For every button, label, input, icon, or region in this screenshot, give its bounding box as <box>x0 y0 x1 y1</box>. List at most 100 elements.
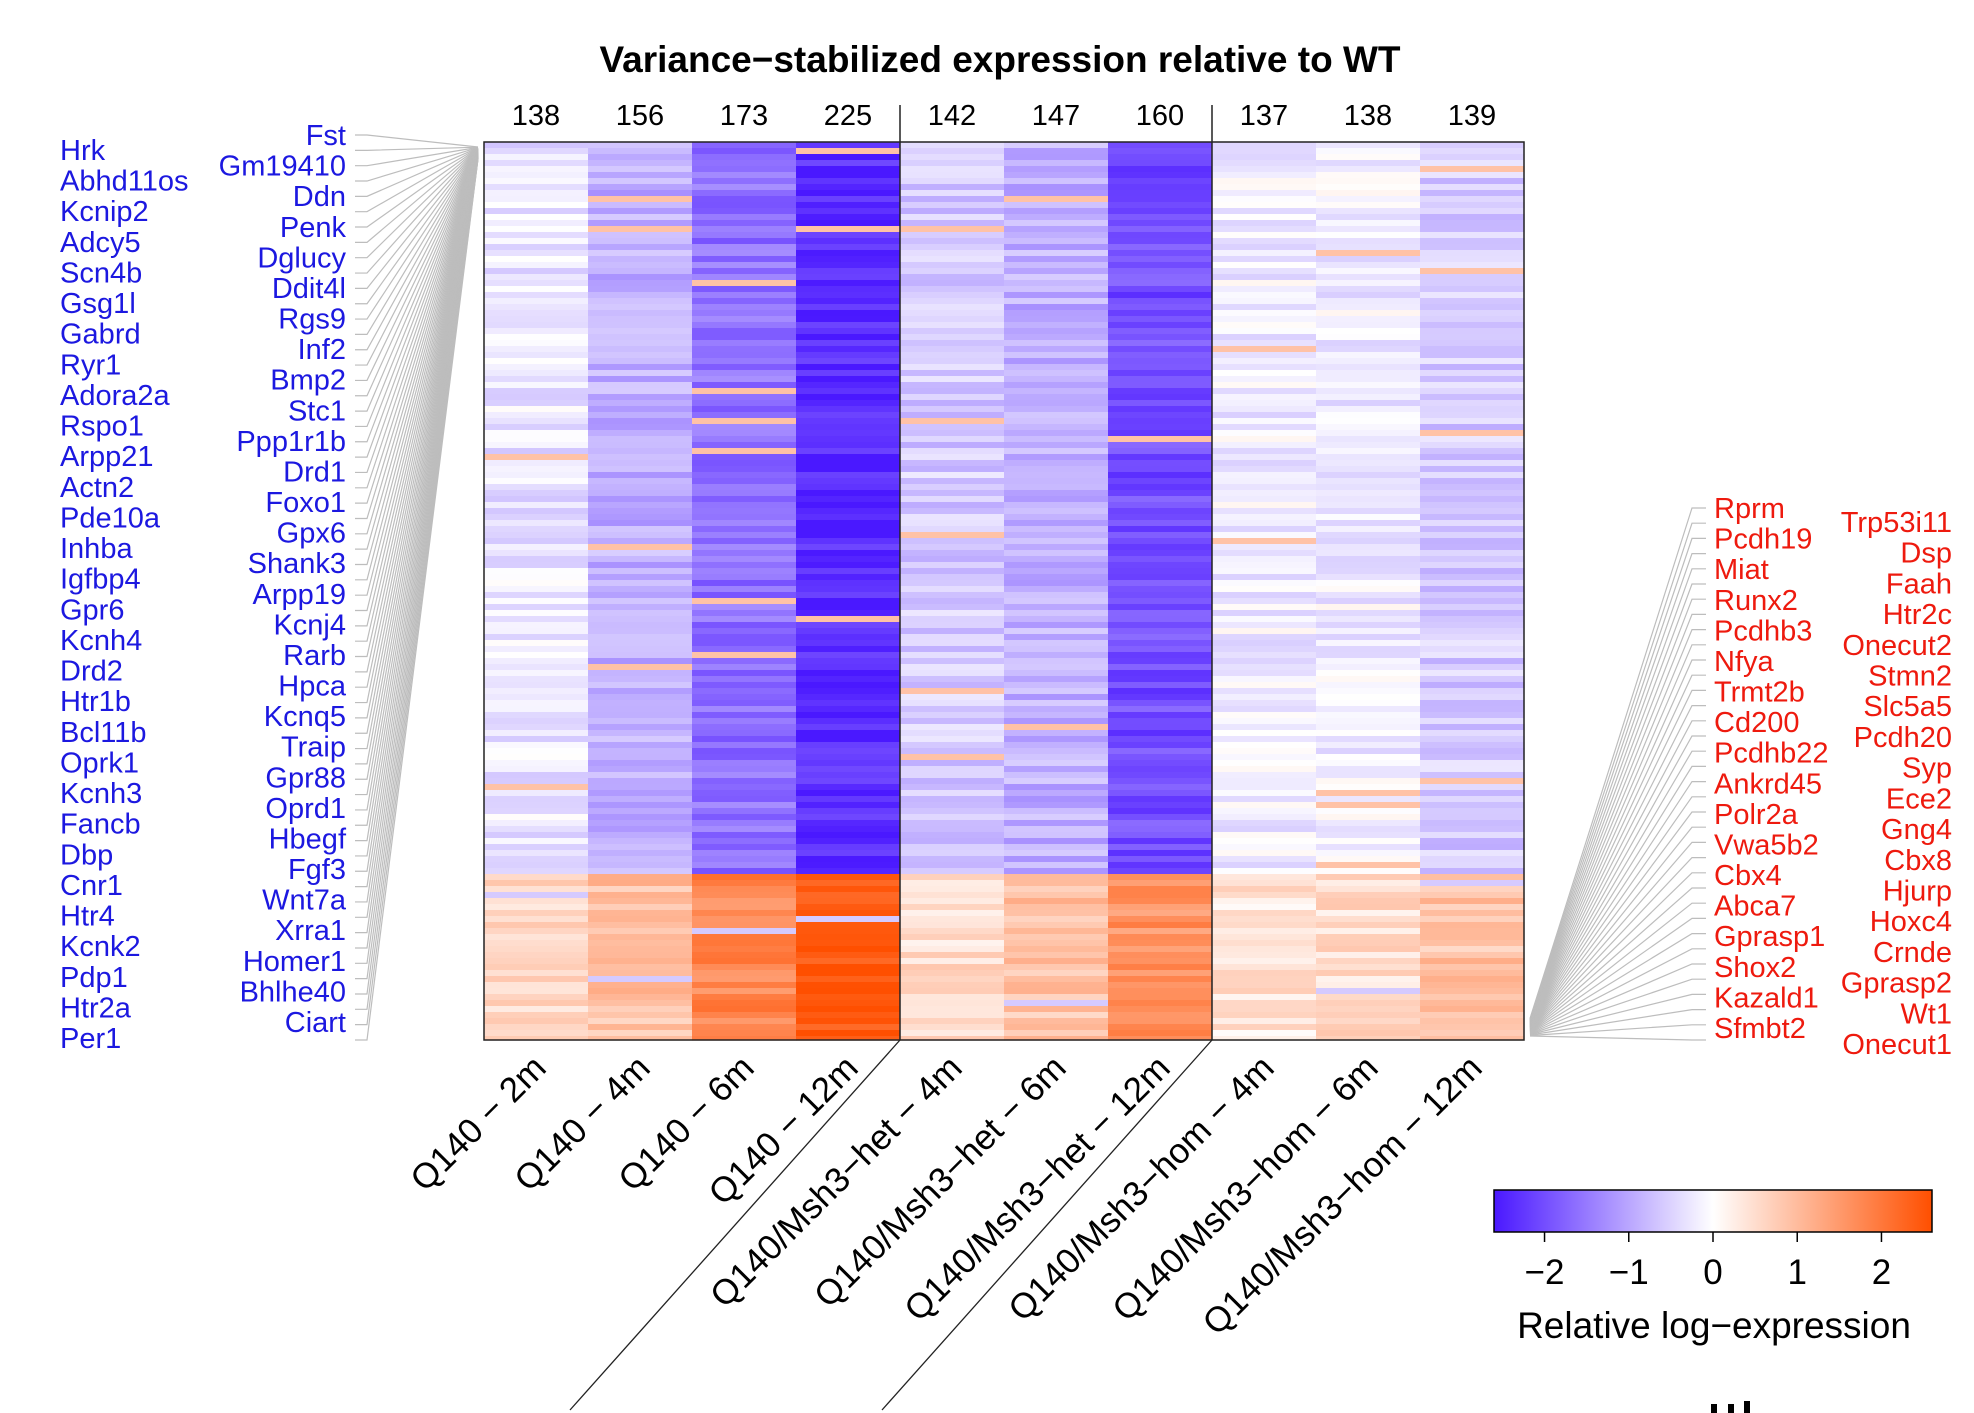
heatmap-cell <box>1420 658 1525 665</box>
heatmap-cells <box>484 142 1525 1041</box>
connector-line <box>355 158 479 995</box>
heatmap-cell <box>588 154 693 161</box>
heatmap-cell <box>692 400 797 407</box>
heatmap-cell <box>1316 970 1421 977</box>
heatmap-cell <box>900 952 1005 959</box>
heatmap-cell <box>1108 514 1213 521</box>
heatmap-cell <box>796 298 901 305</box>
heatmap-cell <box>1108 250 1213 257</box>
heatmap-cell <box>1108 778 1213 785</box>
heatmap-cell <box>588 604 693 611</box>
heatmap-cell <box>1004 946 1109 953</box>
heatmap-cell <box>588 928 693 935</box>
heatmap-cell <box>1108 994 1213 1001</box>
heatmap-cell <box>796 898 901 905</box>
heatmap-cell <box>692 616 797 623</box>
heatmap-cell <box>1004 916 1109 923</box>
gene-label: Cbx8 <box>1884 845 1952 877</box>
heatmap-cell <box>692 970 797 977</box>
heatmap-cell <box>692 694 797 701</box>
heatmap-cell <box>900 670 1005 677</box>
heatmap-cell <box>1420 958 1525 965</box>
heatmap-cell <box>692 154 797 161</box>
heatmap-cell <box>1212 556 1317 563</box>
heatmap-cell <box>1212 634 1317 641</box>
heatmap-cell <box>1420 610 1525 617</box>
heatmap-cell <box>1420 592 1525 599</box>
heatmap-cell <box>588 1018 693 1025</box>
heatmap-cell <box>900 166 1005 173</box>
heatmap-cell <box>692 880 797 887</box>
heatmap-cell <box>692 1018 797 1025</box>
heatmap-cell <box>692 466 797 473</box>
heatmap-cell <box>796 214 901 221</box>
heatmap-cell <box>588 556 693 563</box>
heatmap-cell <box>1004 820 1109 827</box>
heatmap-cell <box>692 784 797 791</box>
heatmap-cell <box>588 388 693 395</box>
heatmap-cell <box>1212 730 1317 737</box>
heatmap-cell <box>692 634 797 641</box>
heatmap-cell <box>1316 784 1421 791</box>
heatmap-cell <box>796 490 901 497</box>
heatmap-cell <box>1212 982 1317 989</box>
heatmap-cell <box>900 742 1005 749</box>
heatmap-cell <box>796 1000 901 1007</box>
heatmap-cell <box>692 478 797 485</box>
heatmap-cell <box>1108 640 1213 647</box>
heatmap-cell <box>1108 280 1213 287</box>
heatmap-cell <box>1420 460 1525 467</box>
heatmap-cell <box>484 712 589 719</box>
heatmap-cell <box>796 664 901 671</box>
heatmap-cell <box>484 166 589 173</box>
gene-label: Rarb <box>283 640 346 672</box>
heatmap-cell <box>1108 886 1213 893</box>
heatmap-cell <box>1212 292 1317 299</box>
heatmap-cell <box>692 556 797 563</box>
heatmap-cell <box>900 214 1005 221</box>
heatmap-cell <box>796 934 901 941</box>
heatmap-cell <box>588 334 693 341</box>
heatmap-cell <box>692 856 797 863</box>
heatmap-cell <box>796 154 901 161</box>
connector-line <box>1529 735 1706 1027</box>
heatmap-cell <box>1004 598 1109 605</box>
heatmap-cell <box>900 736 1005 743</box>
heatmap-cell <box>1212 790 1317 797</box>
heatmap-cell <box>1420 208 1525 215</box>
heatmap-cell <box>900 154 1005 161</box>
heatmap-cell <box>1004 310 1109 317</box>
heatmap-cell <box>1004 610 1109 617</box>
heatmap-cell <box>588 202 693 209</box>
heatmap-cell <box>484 466 589 473</box>
heatmap-cell <box>900 544 1005 551</box>
heatmap-cell <box>796 718 901 725</box>
heatmap-cell <box>1004 904 1109 911</box>
heatmap-cell <box>796 778 901 785</box>
heatmap-cell <box>484 760 589 767</box>
heatmap-cell <box>900 754 1005 761</box>
heatmap-cell <box>796 256 901 263</box>
heatmap-cell <box>1212 616 1317 623</box>
heatmap-cell <box>692 526 797 533</box>
heatmap-cell <box>1004 886 1109 893</box>
heatmap-cell <box>1212 1006 1317 1013</box>
heatmap-cell <box>1004 538 1109 545</box>
heatmap-cell <box>1420 622 1525 629</box>
heatmap-cell <box>484 382 589 389</box>
heatmap-cell <box>1316 196 1421 203</box>
heatmap-cell <box>1420 538 1525 545</box>
heatmap-cell <box>1316 844 1421 851</box>
heatmap-cell <box>1420 424 1525 431</box>
heatmap-cell <box>1420 796 1525 803</box>
heatmap-cell <box>1004 184 1109 191</box>
heatmap-cell <box>796 322 901 329</box>
heatmap-cell <box>1316 592 1421 599</box>
heatmap-cell <box>900 1024 1005 1031</box>
heatmap-cell <box>484 334 589 341</box>
heatmap-cell <box>900 880 1005 887</box>
heatmap-cell <box>1108 988 1213 995</box>
heatmap-cell <box>1108 742 1213 749</box>
gene-label: Syp <box>1902 753 1952 785</box>
heatmap-cell <box>1316 538 1421 545</box>
